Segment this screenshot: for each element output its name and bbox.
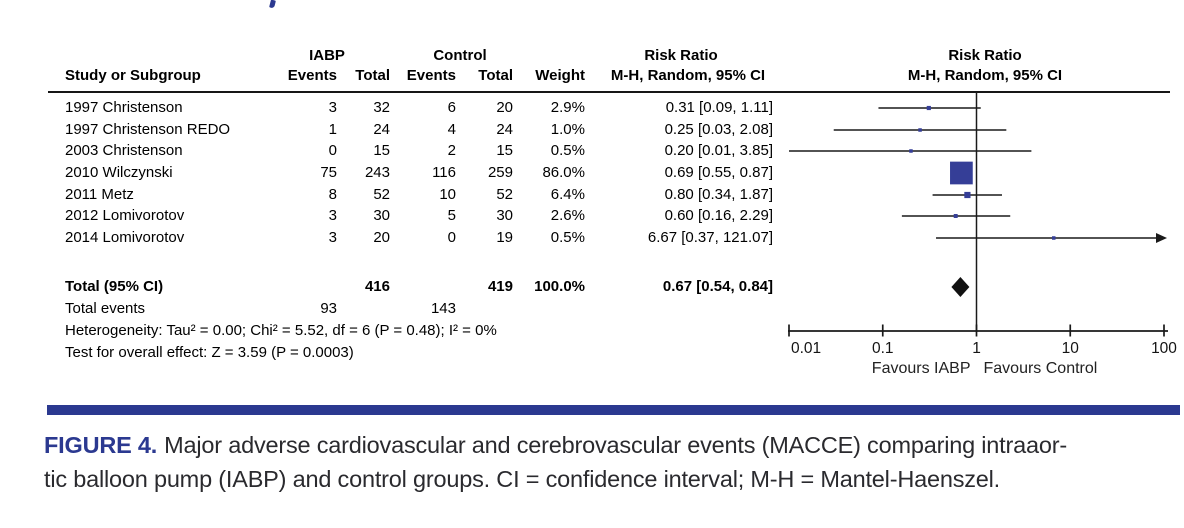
total-label: Total (95% CI): [65, 278, 164, 295]
iabp-total-value: 24: [373, 121, 390, 138]
control-total-value: 52: [496, 186, 513, 203]
risk-ratio-column-header: Risk Ratio: [644, 47, 718, 64]
favours-left-label: Favours IABP: [872, 360, 971, 377]
header-divider-line: [48, 91, 1170, 93]
table-row: 1997 Christenson 3 32 6 20 2.9% 0.31 [0.…: [0, 99, 1184, 117]
plot-subtitle: M-H, Random, 95% CI: [907, 67, 1063, 84]
caption-text-2: tic balloon pump (IABP) and control grou…: [44, 465, 1001, 492]
control-total-value: 19: [496, 229, 513, 246]
rr-ci-value: 0.31 [0.09, 1.11]: [665, 99, 773, 116]
iabp-grand-total: 416: [364, 278, 390, 295]
weight-value: 86.0%: [542, 164, 585, 181]
heterogeneity-text: Heterogeneity: Tau² = 0.00; Chi² = 5.52,…: [65, 322, 497, 339]
control-events-value: 5: [447, 207, 456, 224]
weight-value: 1.0%: [550, 121, 585, 138]
control-group-header: Control: [433, 47, 487, 64]
study-name: 2003 Christenson: [65, 142, 183, 159]
study-name: 1997 Christenson: [65, 99, 183, 116]
cropped-text-fragment: [269, 0, 276, 9]
rr-ci-value: 0.25 [0.03, 2.08]: [664, 121, 773, 138]
iabp-group-header: IABP: [309, 47, 345, 64]
weight-value: 0.5%: [550, 142, 585, 159]
iabp-total-value: 52: [373, 186, 390, 203]
iabp-events-value: 3: [328, 207, 337, 224]
table-row: 2014 Lomivorotov 3 20 0 19 0.5% 6.67 [0.…: [0, 229, 1184, 247]
heterogeneity-row: Heterogeneity: Tau² = 0.00; Chi² = 5.52,…: [0, 322, 1184, 340]
figure-number-label: FIGURE 4.: [44, 432, 158, 458]
study-name: 2010 Wilczynski: [65, 164, 173, 181]
control-events-value: 2: [447, 142, 456, 159]
rr-ci-value: 0.60 [0.16, 2.29]: [664, 207, 773, 224]
control-events-value: 0: [447, 229, 456, 246]
control-events-value: 4: [447, 121, 456, 138]
iabp-events-value: 3: [328, 229, 337, 246]
caption-line-2: tic balloon pump (IABP) and control grou…: [44, 463, 1184, 497]
iabp-events-value: 75: [320, 164, 337, 181]
rr-ci-value: 0.20 [0.01, 3.85]: [664, 142, 773, 159]
study-name: 1997 Christenson REDO: [65, 121, 231, 138]
study-name: 2014 Lomivorotov: [65, 229, 185, 246]
table-row: 2003 Christenson 0 15 2 15 0.5% 0.20 [0.…: [0, 142, 1184, 160]
control-events-value: 10: [439, 186, 456, 203]
total-weight: 100.0%: [534, 278, 585, 295]
control-events-value: 116: [432, 164, 456, 181]
iabp-total-value: 30: [373, 207, 390, 224]
iabp-events-value: 3: [328, 99, 337, 116]
rr-ci-value: 0.69 [0.55, 0.87]: [664, 164, 773, 181]
control-total-value: 259: [487, 164, 513, 181]
table-group-header-row: IABP Control Risk Ratio Risk Ratio: [0, 47, 1184, 65]
iabp-total-value: 20: [373, 229, 390, 246]
control-events-value: 6: [447, 99, 456, 116]
iabp-events-value: 0: [328, 142, 337, 159]
figure-caption: FIGURE 4. Major adverse cardiovascular an…: [44, 429, 1184, 496]
iabp-total-value: 32: [373, 99, 390, 116]
table-column-header-row: Study or Subgroup Events Total Events To…: [0, 67, 1184, 85]
table-row: 1997 Christenson REDO 1 24 4 24 1.0% 0.2…: [0, 121, 1184, 139]
total-row: Total (95% CI) 416 419 100.0% 0.67 [0.54…: [0, 278, 1184, 296]
table-row: 2011 Metz 8 52 10 52 6.4% 0.80 [0.34, 1.…: [0, 186, 1184, 204]
rr-ci-value: 6.67 [0.37, 121.07]: [647, 229, 773, 246]
control-total-value: 20: [496, 99, 513, 116]
control-grand-total: 419: [487, 278, 513, 295]
table-row: 2012 Lomivorotov 3 30 5 30 2.6% 0.60 [0.…: [0, 207, 1184, 225]
study-column-header: Study or Subgroup: [65, 67, 201, 84]
overall-effect-row: Test for overall effect: Z = 3.59 (P = 0…: [0, 344, 1184, 362]
control-total-events: 143: [430, 300, 456, 317]
weight-value: 2.6%: [550, 207, 585, 224]
control-total-value: 15: [496, 142, 513, 159]
control-events-header: Events: [406, 67, 456, 84]
mh-random-header: M-H, Random, 95% CI: [610, 67, 766, 84]
iabp-total-value: 15: [373, 142, 390, 159]
iabp-total-header: Total: [355, 67, 390, 84]
table-row: 2010 Wilczynski 75 243 116 259 86.0% 0.6…: [0, 164, 1184, 182]
favours-right-label: Favours Control: [984, 360, 1098, 377]
iabp-events-header: Events: [287, 67, 337, 84]
iabp-total-events: 93: [320, 300, 337, 317]
iabp-events-value: 8: [328, 186, 337, 203]
weight-value: 6.4%: [550, 186, 585, 203]
pooled-rr-ci: 0.67 [0.54, 0.84]: [662, 278, 773, 295]
caption-line-1: FIGURE 4. Major adverse cardiovascular an…: [44, 429, 1184, 463]
iabp-events-value: 1: [328, 121, 337, 138]
control-total-value: 30: [496, 207, 513, 224]
total-events-label: Total events: [65, 300, 146, 317]
total-events-row: Total events 93 143: [0, 300, 1184, 318]
study-name: 2011 Metz: [65, 186, 134, 203]
plot-title: Risk Ratio: [948, 47, 1022, 64]
rr-ci-value: 0.80 [0.34, 1.87]: [664, 186, 773, 203]
overall-effect-text: Test for overall effect: Z = 3.59 (P = 0…: [65, 344, 354, 361]
control-total-header: Total: [478, 67, 513, 84]
control-total-value: 24: [496, 121, 513, 138]
figure-divider-bar: [47, 405, 1180, 415]
weight-value: 2.9%: [550, 99, 585, 116]
caption-text-1: Major adverse cardiovascular and cerebro…: [164, 432, 1067, 458]
iabp-total-value: 243: [364, 164, 390, 181]
weight-value: 0.5%: [550, 229, 585, 246]
study-name: 2012 Lomivorotov: [65, 207, 185, 224]
weight-header: Weight: [535, 67, 585, 84]
